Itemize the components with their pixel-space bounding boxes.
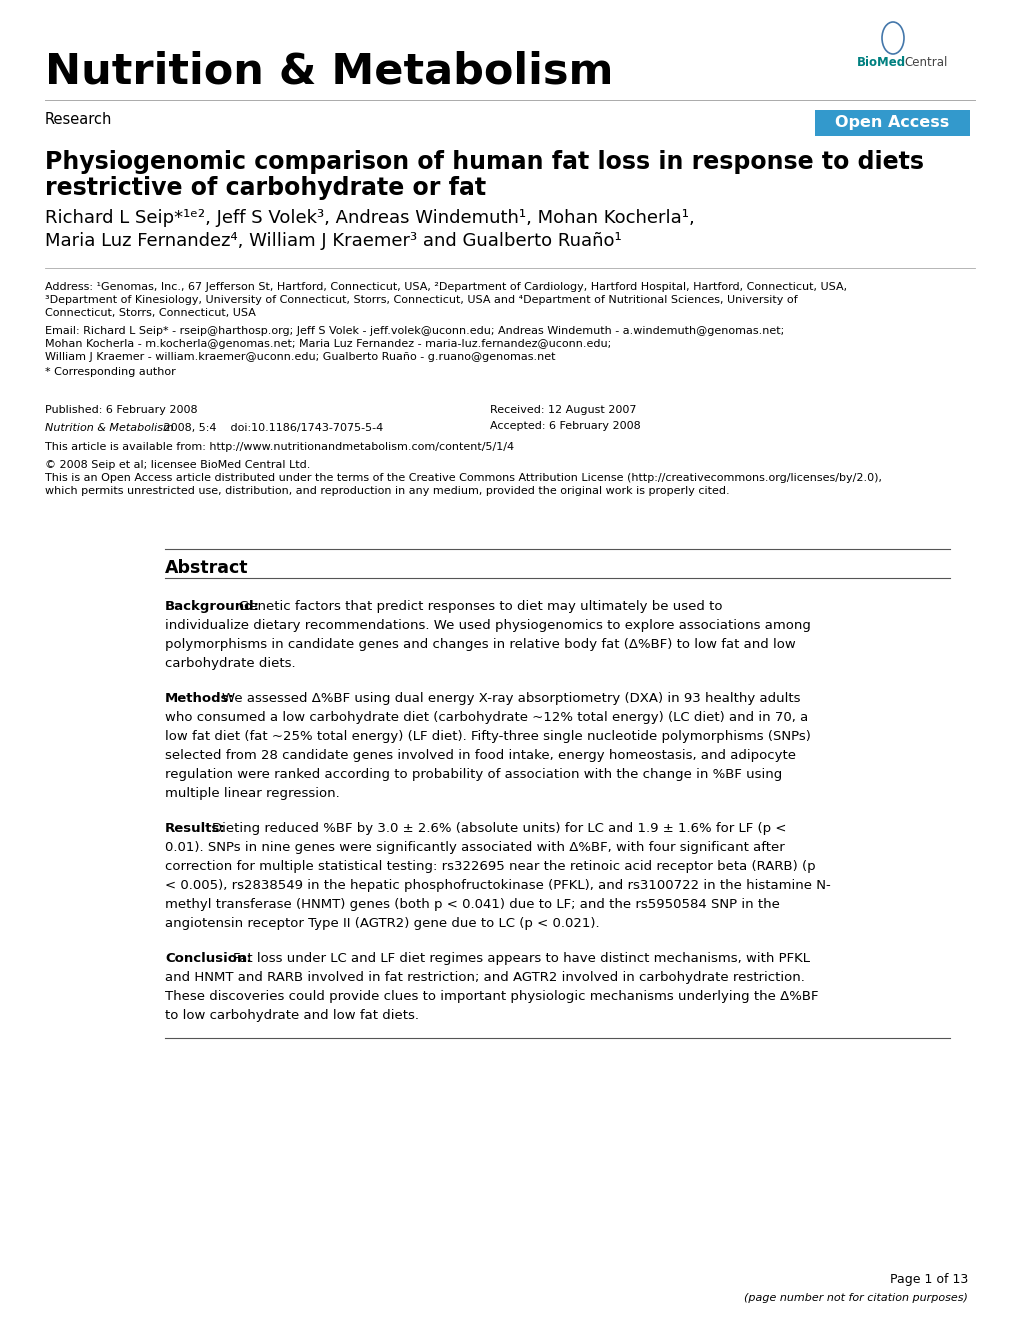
Text: Richard L Seip*¹ᵉ², Jeff S Volek³, Andreas Windemuth¹, Mohan Kocherla¹,: Richard L Seip*¹ᵉ², Jeff S Volek³, Andre… [45,209,694,226]
Text: Mohan Kocherla - m.kocherla@genomas.net; Maria Luz Fernandez - maria-luz.fernand: Mohan Kocherla - m.kocherla@genomas.net;… [45,339,610,350]
Text: Conclusion:: Conclusion: [165,952,252,965]
Text: < 0.005), rs2838549 in the hepatic phosphofructokinase (PFKL), and rs3100722 in : < 0.005), rs2838549 in the hepatic phosp… [165,879,829,892]
Text: © 2008 Seip et al; licensee BioMed Central Ltd.: © 2008 Seip et al; licensee BioMed Centr… [45,459,310,470]
Text: individualize dietary recommendations. We used physiogenomics to explore associa: individualize dietary recommendations. W… [165,620,810,632]
Text: Genetic factors that predict responses to diet may ultimately be used to: Genetic factors that predict responses t… [238,600,721,613]
Text: Address: ¹Genomas, Inc., 67 Jefferson St, Hartford, Connecticut, USA, ²Departmen: Address: ¹Genomas, Inc., 67 Jefferson St… [45,282,847,293]
Text: who consumed a low carbohydrate diet (carbohydrate ~12% total energy) (LC diet) : who consumed a low carbohydrate diet (ca… [165,711,807,724]
Text: Research: Research [45,113,112,127]
Text: ³Department of Kinesiology, University of Connecticut, Storrs, Connecticut, USA : ³Department of Kinesiology, University o… [45,295,797,305]
Text: Page 1 of 13: Page 1 of 13 [889,1274,967,1287]
Text: Accepted: 6 February 2008: Accepted: 6 February 2008 [489,421,640,432]
Text: This article is available from: http://www.nutritionandmetabolism.com/content/5/: This article is available from: http://w… [45,442,514,451]
Text: 0.01). SNPs in nine genes were significantly associated with Δ%BF, with four sig: 0.01). SNPs in nine genes were significa… [165,841,784,854]
Text: angiotensin receptor Type II (AGTR2) gene due to LC (p < 0.021).: angiotensin receptor Type II (AGTR2) gen… [165,918,599,929]
Text: selected from 28 candidate genes involved in food intake, energy homeostasis, an: selected from 28 candidate genes involve… [165,749,795,763]
Text: Central: Central [903,56,947,69]
FancyBboxPatch shape [814,110,969,136]
Text: Published: 6 February 2008: Published: 6 February 2008 [45,405,198,414]
Text: We assessed Δ%BF using dual energy X-ray absorptiometry (DXA) in 93 healthy adul: We assessed Δ%BF using dual energy X-ray… [222,692,800,704]
Text: 2008, 5:4    doi:10.1186/1743-7075-5-4: 2008, 5:4 doi:10.1186/1743-7075-5-4 [160,422,383,433]
Text: Methods:: Methods: [165,692,234,704]
Text: Connecticut, Storrs, Connecticut, USA: Connecticut, Storrs, Connecticut, USA [45,308,256,318]
Text: regulation were ranked according to probability of association with the change i: regulation were ranked according to prob… [165,768,782,781]
Text: Received: 12 August 2007: Received: 12 August 2007 [489,405,636,414]
Text: Maria Luz Fernandez⁴, William J Kraemer³ and Gualberto Ruaño¹: Maria Luz Fernandez⁴, William J Kraemer³… [45,232,622,250]
Text: Open Access: Open Access [835,115,949,131]
Text: restrictive of carbohydrate or fat: restrictive of carbohydrate or fat [45,176,486,200]
Text: (page number not for citation purposes): (page number not for citation purposes) [744,1294,967,1303]
Text: low fat diet (fat ~25% total energy) (LF diet). Fifty-three single nucleotide po: low fat diet (fat ~25% total energy) (LF… [165,730,810,743]
Text: polymorphisms in candidate genes and changes in relative body fat (Δ%BF) to low : polymorphisms in candidate genes and cha… [165,638,795,651]
Text: This is an Open Access article distributed under the terms of the Creative Commo: This is an Open Access article distribut… [45,473,881,483]
Text: Background:: Background: [165,600,260,613]
Text: Dieting reduced %BF by 3.0 ± 2.6% (absolute units) for LC and 1.9 ± 1.6% for LF : Dieting reduced %BF by 3.0 ± 2.6% (absol… [212,822,786,835]
Text: carbohydrate diets.: carbohydrate diets. [165,657,296,670]
Text: correction for multiple statistical testing: rs322695 near the retinoic acid rec: correction for multiple statistical test… [165,861,815,873]
Text: Fat loss under LC and LF diet regimes appears to have distinct mechanisms, with : Fat loss under LC and LF diet regimes ap… [232,952,809,965]
Text: Nutrition & Metabolism: Nutrition & Metabolism [45,422,173,433]
Text: BioMed: BioMed [856,56,905,69]
Text: Physiogenomic comparison of human fat loss in response to diets: Physiogenomic comparison of human fat lo… [45,150,923,173]
Text: William J Kraemer - william.kraemer@uconn.edu; Gualberto Ruaño - g.ruano@genomas: William J Kraemer - william.kraemer@ucon… [45,352,555,361]
Text: Nutrition & Metabolism: Nutrition & Metabolism [45,52,612,93]
Text: * Corresponding author: * Corresponding author [45,367,175,377]
Text: which permits unrestricted use, distribution, and reproduction in any medium, pr: which permits unrestricted use, distribu… [45,486,729,496]
Text: Email: Richard L Seip* - rseip@harthosp.org; Jeff S Volek - jeff.volek@uconn.edu: Email: Richard L Seip* - rseip@harthosp.… [45,326,784,336]
Text: methyl transferase (HNMT) genes (both p < 0.041) due to LF; and the rs5950584 SN: methyl transferase (HNMT) genes (both p … [165,898,780,911]
Text: Abstract: Abstract [165,559,249,577]
Text: These discoveries could provide clues to important physiologic mechanisms underl: These discoveries could provide clues to… [165,990,817,1004]
Text: multiple linear regression.: multiple linear regression. [165,786,339,800]
Text: Results:: Results: [165,822,225,835]
Text: and HNMT and RARB involved in fat restriction; and AGTR2 involved in carbohydrat: and HNMT and RARB involved in fat restri… [165,970,804,984]
Text: to low carbohydrate and low fat diets.: to low carbohydrate and low fat diets. [165,1009,419,1022]
